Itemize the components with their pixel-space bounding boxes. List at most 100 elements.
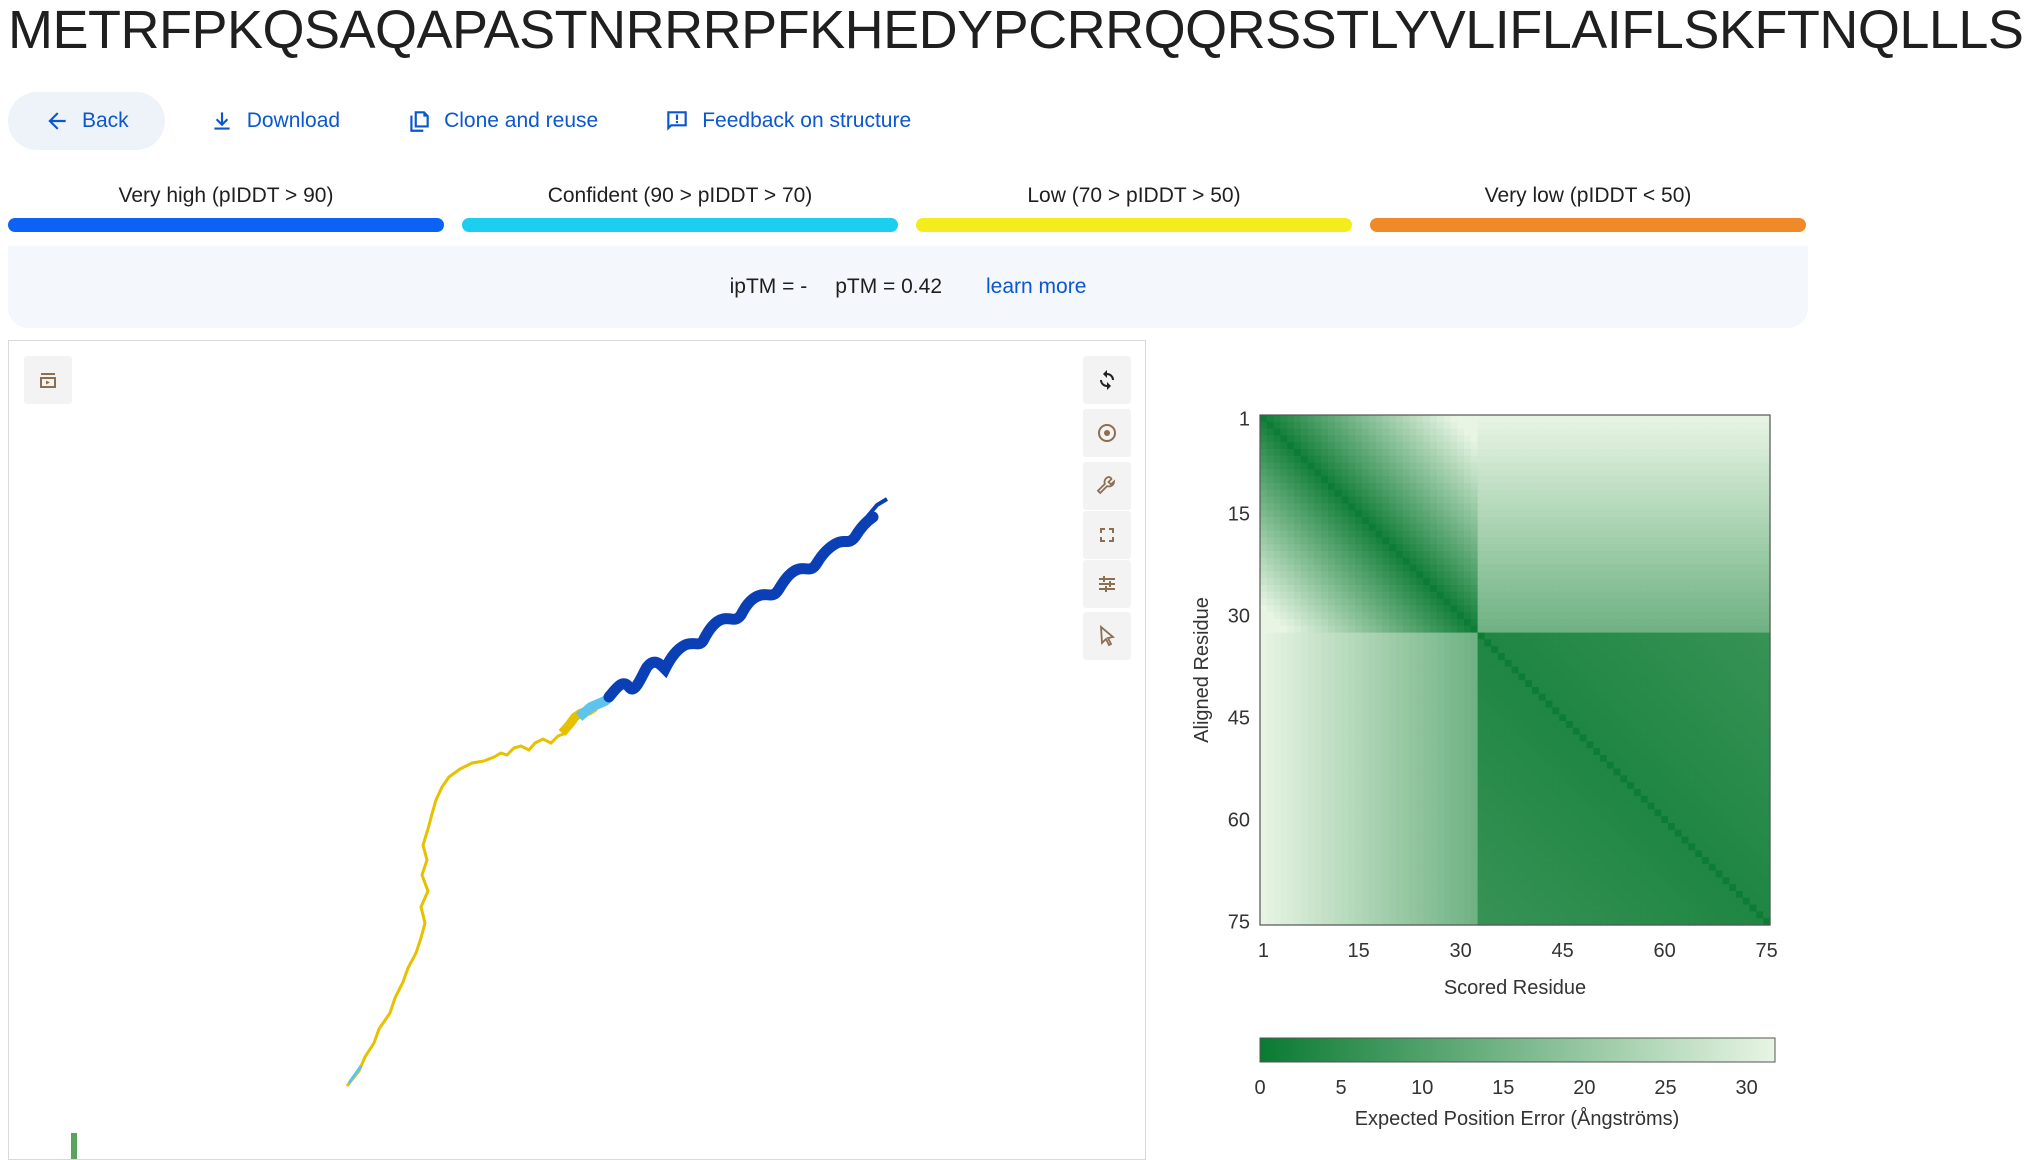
screenshot-button[interactable] [1083, 409, 1131, 457]
pae-cell [1606, 646, 1615, 654]
pae-cell [1328, 755, 1336, 763]
pae-cell [1518, 714, 1526, 722]
pae-cell [1756, 816, 1764, 824]
pae-cell [1470, 680, 1479, 688]
pae-cell [1294, 802, 1302, 810]
pae-cell [1430, 734, 1438, 742]
pae-cell [1572, 734, 1581, 742]
pae-cell [1355, 653, 1363, 661]
pae-cell [1749, 829, 1757, 838]
pae-cell [1661, 673, 1669, 681]
pae-cell [1538, 795, 1547, 804]
pae-cell [1396, 659, 1404, 668]
pae-cell [1484, 530, 1492, 538]
sequence-panel-button[interactable] [24, 356, 72, 404]
pae-cell [1368, 449, 1377, 457]
pae-cell [1695, 510, 1703, 518]
pae-cell [1368, 761, 1377, 770]
pae-cell [1742, 646, 1751, 654]
pae-cell [1273, 489, 1281, 498]
pae-cell [1756, 714, 1764, 722]
pae-cell [1661, 687, 1669, 695]
pae-cell [1464, 578, 1472, 586]
pae-cell [1647, 823, 1655, 831]
pae-cell [1491, 571, 1499, 579]
pae-cell [1688, 761, 1696, 770]
pae-cell [1334, 782, 1343, 790]
back-button[interactable]: Back [8, 92, 165, 150]
select-mode-button[interactable] [1083, 612, 1131, 660]
download-button[interactable]: Download [173, 92, 370, 150]
fullscreen-button[interactable] [1083, 511, 1131, 559]
pae-cell [1572, 415, 1581, 423]
pae-cell [1593, 537, 1601, 545]
pae-cell [1518, 850, 1526, 858]
pae-cell [1634, 721, 1642, 729]
pae-cell [1402, 714, 1411, 722]
pae-cell [1661, 625, 1669, 634]
pae-cell [1559, 714, 1567, 722]
pae-cell [1287, 707, 1295, 715]
pae-cell [1647, 585, 1655, 593]
pae-cell [1260, 707, 1268, 715]
pae-cell [1627, 755, 1635, 763]
pae-cell [1600, 530, 1608, 538]
pae-cell [1593, 632, 1601, 640]
copy-icon [410, 111, 429, 132]
pae-cell [1736, 795, 1744, 804]
pae-cell [1600, 850, 1608, 858]
pae-cell [1681, 619, 1689, 627]
pae-cell [1566, 537, 1574, 545]
pae-cell [1423, 428, 1431, 436]
pae-cell [1627, 823, 1635, 831]
pae-cell [1334, 625, 1343, 634]
pae-cell [1477, 673, 1485, 681]
pae-cell [1634, 659, 1642, 668]
pae-cell [1620, 748, 1628, 756]
feedback-button[interactable]: Feedback on structure [628, 92, 941, 150]
structure-viewer[interactable] [8, 340, 1146, 1160]
pae-cell [1763, 632, 1771, 640]
pae-cell [1457, 632, 1465, 640]
pae-cell [1280, 496, 1288, 504]
pae-cell [1416, 489, 1424, 498]
pae-cell [1348, 503, 1356, 511]
pae-cell [1654, 857, 1662, 865]
pae-cell [1579, 768, 1587, 776]
pae-cell [1389, 476, 1397, 484]
pae-cell [1314, 734, 1322, 742]
pae-cell [1300, 557, 1309, 566]
pae-cell [1341, 530, 1349, 538]
pae-cell [1674, 496, 1683, 504]
pae-cell [1334, 666, 1343, 674]
pae-cell [1280, 612, 1288, 620]
pae-cell [1634, 598, 1642, 606]
pae-cell [1300, 551, 1309, 559]
pae-cell [1430, 795, 1438, 804]
pae-cell [1545, 823, 1553, 831]
pae-cell [1579, 829, 1587, 838]
pae-cell [1287, 761, 1295, 770]
pae-cell [1280, 700, 1288, 708]
rotate-button[interactable] [1083, 356, 1131, 404]
pae-cell [1654, 823, 1662, 831]
settings-button[interactable] [1083, 462, 1131, 510]
pae-cell [1273, 415, 1281, 423]
pae-cell [1409, 700, 1417, 708]
clone-button[interactable]: Clone and reuse [370, 92, 628, 150]
pae-cell [1722, 782, 1730, 790]
pae-cell [1328, 639, 1336, 647]
pae-cell [1348, 707, 1356, 715]
pae-cell [1559, 455, 1567, 464]
pae-cell [1661, 707, 1669, 715]
pae-cell [1375, 564, 1383, 572]
pae-cell [1681, 823, 1689, 831]
learn-more-link[interactable]: learn more [986, 275, 1087, 298]
controls-button[interactable] [1083, 560, 1131, 608]
pae-cell [1647, 659, 1655, 668]
pae-cell [1634, 714, 1642, 722]
pae-cell [1681, 489, 1689, 498]
pae-cell [1545, 415, 1553, 423]
pae-cell [1736, 605, 1744, 613]
